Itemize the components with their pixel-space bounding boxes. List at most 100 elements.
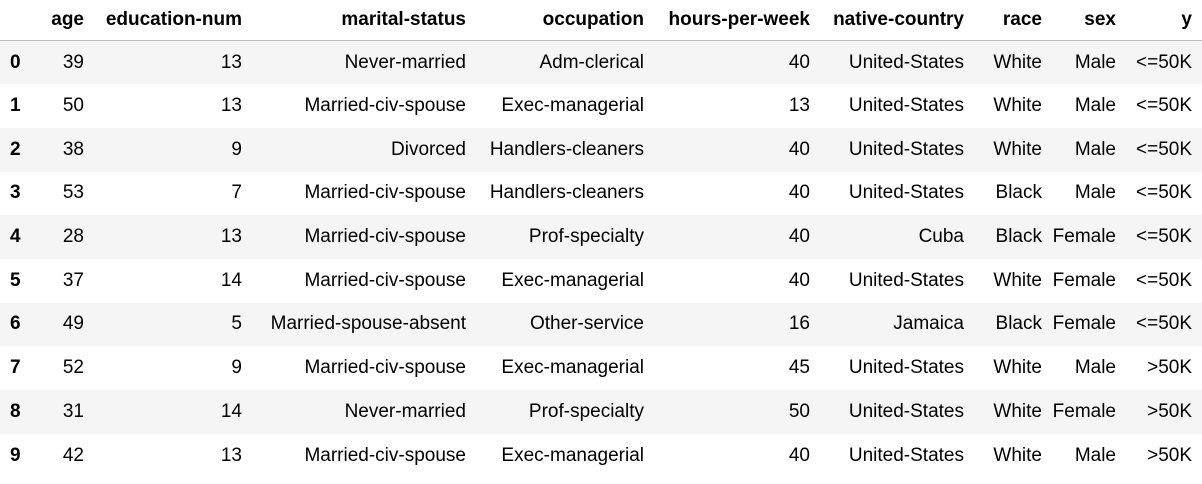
cell-sex: Female bbox=[1052, 226, 1116, 248]
column-header-marital-status: marital-status bbox=[252, 0, 476, 41]
cell-marital-status: Never-married bbox=[344, 51, 466, 73]
column-header-y: y bbox=[1126, 0, 1202, 41]
table-body: 0 39 13 Never-married Adm-clerical 40 United-S… bbox=[0, 40, 1202, 478]
row-index: 4 bbox=[10, 226, 21, 248]
cell-y: <=50K bbox=[1136, 138, 1192, 160]
cell-marital-status: Married-civ-spouse bbox=[304, 357, 466, 379]
cell-hours-per-week: 50 bbox=[788, 400, 810, 422]
cell-occupation: Handlers-cleaners bbox=[489, 138, 644, 160]
cell-occupation: Prof-specialty bbox=[528, 226, 644, 248]
cell-marital-status: Married-civ-spouse bbox=[304, 444, 466, 466]
cell-race: White bbox=[993, 400, 1042, 422]
cell-hours-per-week: 40 bbox=[788, 444, 810, 466]
cell-race: White bbox=[993, 269, 1042, 291]
table-row: 7 52 9 Married-civ-spouse Exec-managerial 45 U… bbox=[0, 346, 1202, 390]
table-row: 6 49 5 Married-spouse-absent Other-service 16… bbox=[0, 302, 1202, 347]
row-index: 9 bbox=[10, 444, 21, 466]
cell-occupation: Exec-managerial bbox=[501, 444, 644, 466]
cell-sex: Female bbox=[1052, 400, 1116, 422]
cell-native-country: United-States bbox=[848, 51, 964, 73]
cell-race: Black bbox=[995, 313, 1042, 335]
cell-age: 50 bbox=[62, 95, 84, 117]
column-header-race: race bbox=[974, 0, 1052, 41]
cell-sex: Male bbox=[1074, 95, 1116, 117]
cell-race: Black bbox=[995, 182, 1042, 204]
cell-sex: Female bbox=[1052, 313, 1116, 335]
table-row: 4 28 13 Married-civ-spouse Prof-specialty 40 C… bbox=[0, 215, 1202, 259]
cell-native-country: United-States bbox=[848, 138, 964, 160]
cell-y: <=50K bbox=[1136, 51, 1192, 73]
cell-occupation: Handlers-cleaners bbox=[489, 182, 644, 204]
cell-y: <=50K bbox=[1136, 269, 1192, 291]
cell-education-num: 13 bbox=[220, 51, 242, 73]
row-index: 6 bbox=[10, 313, 21, 335]
table-row: 9 42 13 Married-civ-spouse Exec-managerial 40… bbox=[0, 434, 1202, 478]
cell-race: Black bbox=[995, 226, 1042, 248]
column-header-native-country: native-country bbox=[820, 0, 974, 41]
cell-hours-per-week: 40 bbox=[788, 51, 810, 73]
cell-y: <=50K bbox=[1136, 95, 1192, 117]
cell-age: 49 bbox=[62, 313, 84, 335]
cell-sex: Male bbox=[1074, 357, 1116, 379]
cell-sex: Male bbox=[1074, 444, 1116, 466]
cell-sex: Female bbox=[1052, 269, 1116, 291]
row-index: 0 bbox=[10, 51, 21, 73]
cell-education-num: 13 bbox=[220, 444, 242, 466]
header-row: age education-num marital-status occupat… bbox=[0, 0, 1202, 41]
table-row: 2 38 9 Divorced Handlers-cleaners 40 United-St… bbox=[0, 127, 1202, 172]
column-header-age: age bbox=[44, 0, 94, 41]
cell-native-country: Jamaica bbox=[893, 313, 964, 335]
cell-marital-status: Married-civ-spouse bbox=[304, 182, 466, 204]
cell-education-num: 13 bbox=[220, 226, 242, 248]
cell-sex: Male bbox=[1074, 138, 1116, 160]
row-index: 5 bbox=[10, 269, 21, 291]
cell-education-num: 14 bbox=[220, 400, 242, 422]
cell-education-num: 7 bbox=[231, 182, 242, 204]
cell-native-country: United-States bbox=[848, 182, 964, 204]
cell-y: >50K bbox=[1147, 400, 1192, 422]
cell-education-num: 14 bbox=[220, 269, 242, 291]
cell-education-num: 9 bbox=[231, 357, 242, 379]
cell-education-num: 9 bbox=[231, 138, 242, 160]
cell-sex: Male bbox=[1074, 51, 1116, 73]
cell-age: 38 bbox=[62, 138, 84, 160]
cell-age: 28 bbox=[62, 226, 84, 248]
cell-y: <=50K bbox=[1136, 226, 1192, 248]
cell-education-num: 13 bbox=[220, 95, 242, 117]
cell-marital-status: Married-civ-spouse bbox=[304, 95, 466, 117]
cell-age: 31 bbox=[62, 400, 84, 422]
table-row: 1 50 13 Married-civ-spouse Exec-managerial 13… bbox=[0, 84, 1202, 128]
row-index: 7 bbox=[10, 357, 21, 379]
cell-marital-status: Married-civ-spouse bbox=[304, 269, 466, 291]
cell-hours-per-week: 13 bbox=[788, 95, 810, 117]
cell-marital-status: Married-spouse-absent bbox=[270, 313, 466, 335]
cell-hours-per-week: 40 bbox=[788, 269, 810, 291]
table-row: 5 37 14 Married-civ-spouse Exec-managerial 40… bbox=[0, 259, 1202, 303]
cell-occupation: Other-service bbox=[529, 313, 644, 335]
cell-native-country: United-States bbox=[848, 444, 964, 466]
cell-y: <=50K bbox=[1136, 182, 1192, 204]
cell-y: <=50K bbox=[1136, 313, 1192, 335]
column-header-occupation: occupation bbox=[476, 0, 654, 41]
cell-y: >50K bbox=[1147, 444, 1192, 466]
cell-race: White bbox=[993, 444, 1042, 466]
cell-hours-per-week: 40 bbox=[788, 138, 810, 160]
column-header-education-num: education-num bbox=[94, 0, 252, 41]
cell-occupation: Prof-specialty bbox=[528, 400, 644, 422]
table-header: age education-num marital-status occupat… bbox=[0, 0, 1202, 41]
column-header-sex: sex bbox=[1052, 0, 1126, 41]
cell-race: White bbox=[993, 51, 1042, 73]
row-index: 1 bbox=[10, 95, 21, 117]
cell-age: 42 bbox=[62, 444, 84, 466]
cell-native-country: United-States bbox=[848, 400, 964, 422]
cell-race: White bbox=[993, 357, 1042, 379]
table-row: 3 53 7 Married-civ-spouse Handlers-cleaners 4… bbox=[0, 172, 1202, 216]
table-row: 8 31 14 Never-married Prof-specialty 50 United… bbox=[0, 390, 1202, 434]
cell-age: 39 bbox=[62, 51, 84, 73]
cell-education-num: 5 bbox=[231, 313, 242, 335]
cell-y: >50K bbox=[1147, 357, 1192, 379]
cell-occupation: Adm-clerical bbox=[539, 51, 644, 73]
column-header-hours-per-week: hours-per-week bbox=[654, 0, 820, 41]
cell-native-country: United-States bbox=[848, 357, 964, 379]
cell-marital-status: Divorced bbox=[391, 138, 466, 160]
